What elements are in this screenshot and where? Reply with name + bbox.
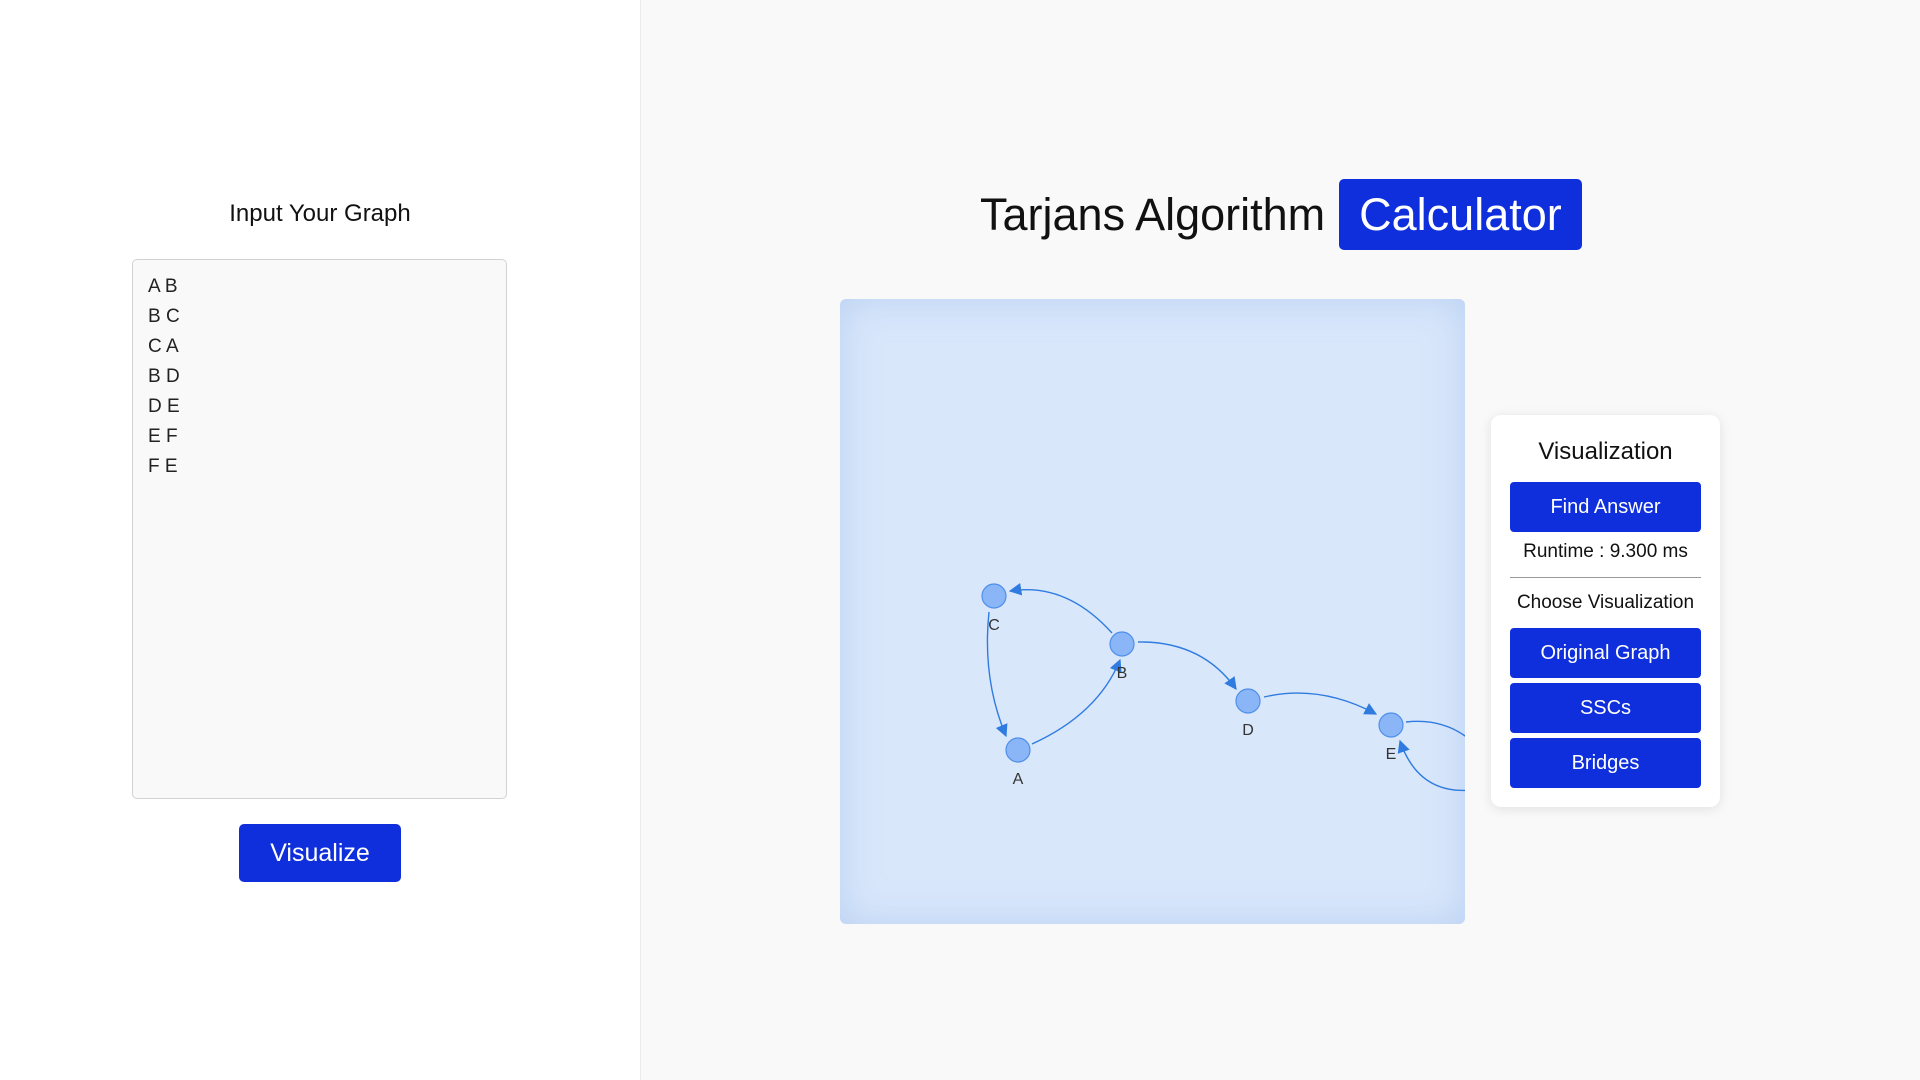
title-text: Tarjans Algorithm xyxy=(980,188,1326,240)
node-c[interactable] xyxy=(981,583,1007,609)
runtime-text: Runtime : 9.300 ms xyxy=(1523,541,1688,562)
visualization-panel: Visualization Find Answer Runtime : 9.30… xyxy=(1491,415,1720,807)
choose-visualization-label: Choose Visualization xyxy=(1516,592,1695,613)
node-a[interactable] xyxy=(1005,737,1031,763)
sscs-button[interactable]: SSCs xyxy=(1510,683,1701,733)
graph-svg[interactable]: A B C D E xyxy=(840,299,1465,924)
edge-c-a xyxy=(986,611,1008,738)
edge-e-f xyxy=(1405,720,1465,737)
edge-b-d xyxy=(1137,641,1237,691)
edge-b-c xyxy=(1008,582,1113,634)
node-label-c: C xyxy=(988,617,1000,634)
visualize-button[interactable]: Visualize xyxy=(239,824,401,882)
node-b[interactable] xyxy=(1109,631,1135,657)
node-label-d: D xyxy=(1242,722,1254,739)
bridges-button[interactable]: Bridges xyxy=(1510,738,1701,788)
find-answer-button[interactable]: Find Answer xyxy=(1510,482,1701,532)
node-label-e: E xyxy=(1386,746,1397,763)
node-label-a: A xyxy=(1013,771,1024,788)
node-e[interactable] xyxy=(1378,712,1404,738)
edge-f-e xyxy=(1397,739,1465,792)
divider xyxy=(1510,577,1701,578)
graph-canvas[interactable]: A B C D E xyxy=(840,299,1465,924)
page-title: Tarjans Algorithm Calculator xyxy=(980,179,1582,250)
visualization-title: Visualization xyxy=(1538,438,1673,465)
title-badge: Calculator xyxy=(1339,179,1582,250)
node-d[interactable] xyxy=(1235,688,1261,714)
graph-edges-input[interactable] xyxy=(132,259,507,799)
node-label-b: B xyxy=(1117,665,1128,682)
edge-a-b xyxy=(1031,658,1122,745)
input-panel: Input Your Graph Visualize xyxy=(0,0,641,1080)
input-heading: Input Your Graph xyxy=(229,200,411,227)
original-graph-button[interactable]: Original Graph xyxy=(1510,628,1701,678)
edge-d-e xyxy=(1263,692,1378,715)
